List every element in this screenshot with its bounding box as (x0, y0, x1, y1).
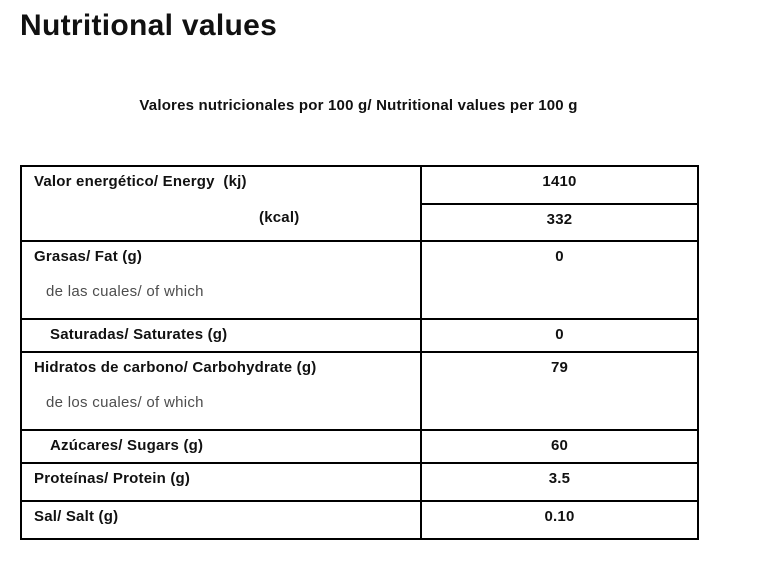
energy-kcal-label: (kcal) (259, 209, 300, 226)
protein-label-cell: Proteínas/ Protein (g) (20, 462, 422, 502)
nutrition-table: Valor energético/ Energy (kj) (kcal) 141… (20, 165, 699, 540)
table-row-salt: Sal/ Salt (g) 0.10 (20, 500, 699, 540)
table-row-sugars: Azúcares/ Sugars (g) 60 (20, 429, 699, 464)
carbohydrate-value: 79 (420, 351, 699, 431)
sugars-label-cell: Azúcares/ Sugars (g) (20, 429, 422, 464)
saturates-label: Saturadas/ Saturates (g) (50, 326, 228, 343)
page-title: Nutritional values (20, 9, 278, 42)
salt-label-cell: Sal/ Salt (g) (20, 500, 422, 540)
fat-value: 0 (420, 240, 699, 320)
sugars-value: 60 (420, 429, 699, 464)
fat-of-which-label: de las cuales/ of which (46, 283, 204, 300)
carbohydrate-label-cell: Hidratos de carbono/ Carbohydrate (g) de… (20, 351, 422, 431)
carbohydrate-of-which-label: de los cuales/ of which (46, 394, 204, 411)
energy-label-cell: Valor energético/ Energy (kj) (kcal) (20, 165, 422, 242)
carbohydrate-label: Hidratos de carbono/ Carbohydrate (g) (34, 359, 317, 376)
table-row-saturates: Saturadas/ Saturates (g) 0 (20, 318, 699, 353)
saturates-label-cell: Saturadas/ Saturates (g) (20, 318, 422, 353)
table-row-energy-kj: Valor energético/ Energy (kj) (kcal) 141… (20, 165, 699, 242)
table-row-protein: Proteínas/ Protein (g) 3.5 (20, 462, 699, 502)
sugars-label: Azúcares/ Sugars (g) (50, 437, 204, 454)
table-row-energy-kcal: 332 (21, 203, 699, 242)
energy-label: Valor energético/ Energy (kj) (34, 173, 247, 190)
nutrition-section: Nutritional values Valores nutricionales… (20, 9, 699, 540)
protein-label: Proteínas/ Protein (g) (34, 470, 191, 487)
salt-value: 0.10 (420, 500, 699, 540)
energy-kcal-value: 332 (420, 203, 699, 242)
saturates-value: 0 (420, 318, 699, 353)
salt-label: Sal/ Salt (g) (34, 508, 119, 525)
table-row-carbohydrate: Hidratos de carbono/ Carbohydrate (g) de… (20, 351, 699, 431)
table-row-fat: Grasas/ Fat (g) de las cuales/ of which … (20, 240, 699, 320)
protein-value: 3.5 (420, 462, 699, 502)
energy-kj-value: 1410 (420, 165, 699, 205)
fat-label-cell: Grasas/ Fat (g) de las cuales/ of which (20, 240, 422, 320)
fat-label: Grasas/ Fat (g) (34, 248, 143, 265)
table-caption: Valores nutricionales por 100 g/ Nutriti… (139, 97, 578, 114)
